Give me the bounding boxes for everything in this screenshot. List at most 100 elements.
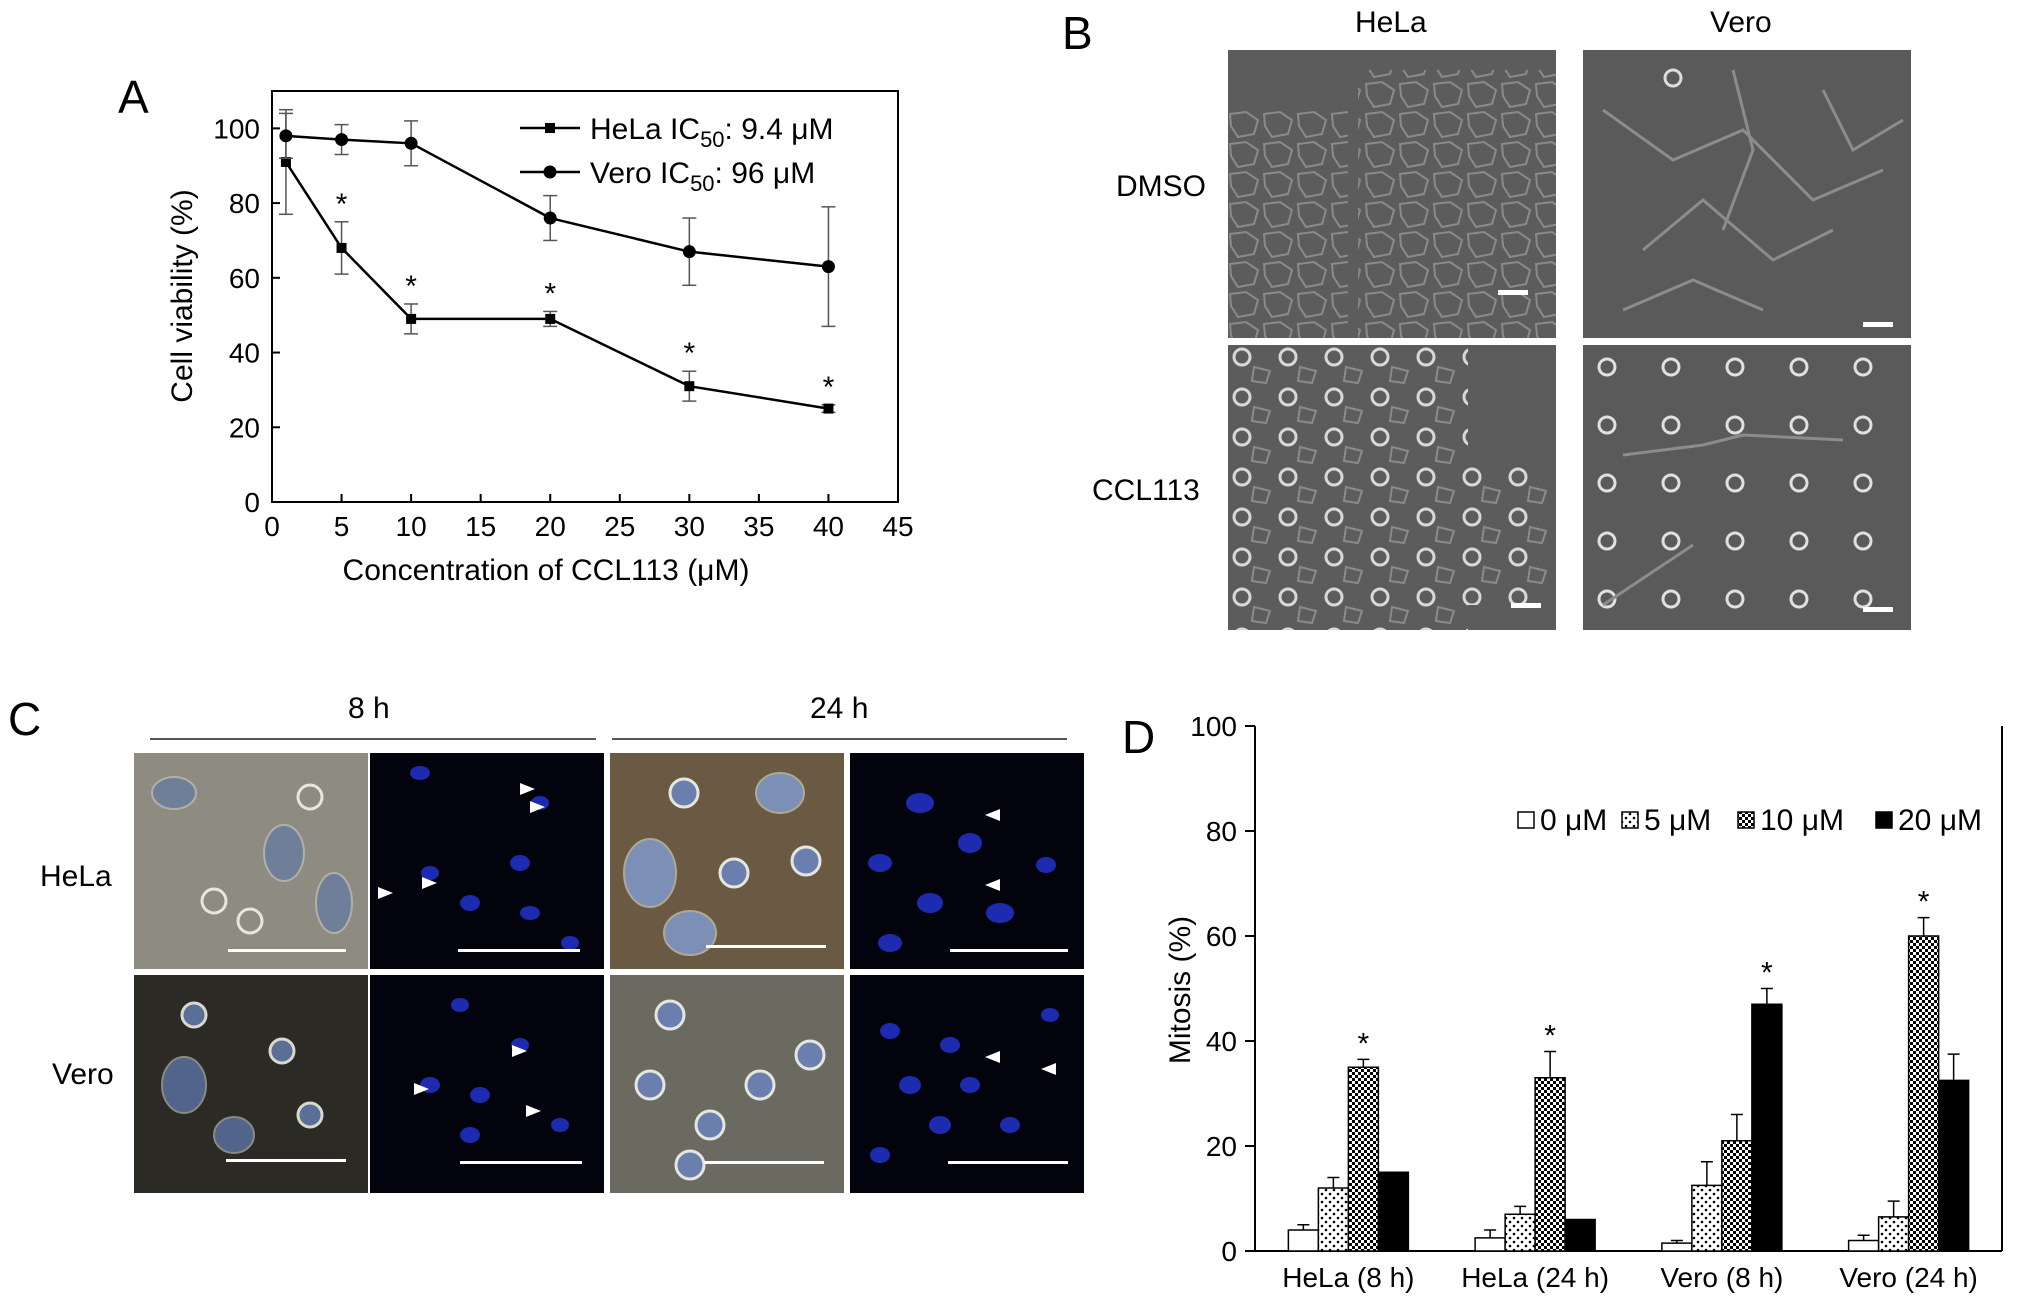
significance-star: * xyxy=(405,270,417,303)
bracket-line-8h xyxy=(150,738,596,740)
y-tick-label: 100 xyxy=(1190,711,1237,742)
bar xyxy=(1847,1239,1880,1252)
x-tick-label: 20 xyxy=(535,511,566,542)
category-label: Vero (24 h) xyxy=(1839,1262,1978,1293)
x-tick-label: 0 xyxy=(264,511,280,542)
data-point-square xyxy=(406,313,417,324)
time-label-24h: 24 h xyxy=(810,692,869,725)
significance-star: * xyxy=(1358,1027,1370,1060)
row-label-hela: HeLa xyxy=(40,860,112,893)
scale-bar xyxy=(1511,603,1541,608)
bar xyxy=(1317,1187,1350,1252)
y-tick-label: 20 xyxy=(229,412,260,443)
scale-bar xyxy=(1863,607,1893,612)
data-point-circle xyxy=(682,245,696,259)
x-tick-label: 30 xyxy=(674,511,705,542)
y-tick-label: 60 xyxy=(229,263,260,294)
x-axis-label: Concentration of CCL113 (μM) xyxy=(343,554,750,587)
bar xyxy=(1691,1184,1723,1252)
y-tick-label: 0 xyxy=(1221,1236,1237,1267)
significance-star: * xyxy=(544,277,556,310)
y-tick-label: 0 xyxy=(244,487,260,518)
phase-hela-8h xyxy=(134,753,368,969)
mitosis-bar-chart: 0 20 40 60 80 100 * HeLa (8 h) * HeLa (24 h) * Ver… xyxy=(1164,711,2003,1293)
data-point-circle xyxy=(404,136,418,150)
panel-letter-c: C xyxy=(8,693,42,745)
series-line xyxy=(284,161,829,410)
plot-frame xyxy=(271,90,899,503)
series-line xyxy=(285,134,829,268)
micrograph-vero-ccl113 xyxy=(1583,345,1911,630)
bar xyxy=(1504,1213,1536,1252)
y-tick-label: 60 xyxy=(1206,921,1237,952)
scale-bar xyxy=(226,1159,346,1162)
legend-swatch xyxy=(1621,811,1639,829)
bar xyxy=(1877,1216,1910,1252)
col-label-hela: HeLa xyxy=(1355,6,1427,39)
bar xyxy=(1534,1077,1566,1252)
legend-marker-square xyxy=(545,123,555,133)
y-tick-label: 80 xyxy=(229,188,260,219)
micrograph-hela-ccl113 xyxy=(1228,345,1556,630)
bar xyxy=(1937,1079,1970,1252)
x-tick-label: 15 xyxy=(465,511,496,542)
scale-bar xyxy=(1863,322,1893,327)
x-tick-label: 10 xyxy=(396,511,427,542)
y-tick-label: 20 xyxy=(1206,1131,1237,1162)
legend-label: 10 μM xyxy=(1760,804,1844,837)
significance-star: * xyxy=(1544,1020,1556,1053)
y-tick-label: 100 xyxy=(213,113,260,144)
panel-letter-a: A xyxy=(118,71,149,123)
significance-star: * xyxy=(336,188,348,221)
y-axis-label: Mitosis (%) xyxy=(1164,916,1197,1064)
data-point-square xyxy=(545,313,556,324)
x-tick-label: 35 xyxy=(743,511,774,542)
row-label-dmso: DMSO xyxy=(1116,170,1206,203)
y-tick-label: 80 xyxy=(1206,816,1237,847)
dapi-vero-24h xyxy=(850,975,1084,1193)
scale-bar xyxy=(228,949,346,952)
row-label-ccl113: CCL113 xyxy=(1092,474,1200,507)
bar xyxy=(1661,1242,1693,1252)
phase-hela-24h xyxy=(610,753,844,969)
x-tick-label: 25 xyxy=(604,511,635,542)
scale-bar xyxy=(706,945,826,948)
x-tick-label: 45 xyxy=(882,511,913,542)
significance-star: * xyxy=(823,371,835,404)
significance-star: * xyxy=(683,337,695,370)
data-point-circle xyxy=(279,129,293,143)
legend-marker-circle xyxy=(543,165,557,179)
legend-swatch xyxy=(1737,811,1755,829)
legend-label: HeLa IC50: 9.4 μM xyxy=(590,113,834,152)
significance-star: * xyxy=(1918,886,1930,919)
scale-bar xyxy=(458,949,580,952)
x-tick-label: 40 xyxy=(813,511,844,542)
bar xyxy=(1287,1229,1320,1252)
x-tick-label: 5 xyxy=(334,511,350,542)
scale-bar xyxy=(1498,290,1528,295)
time-label-8h: 8 h xyxy=(348,692,390,725)
dapi-hela-8h xyxy=(370,753,604,969)
bar xyxy=(1564,1218,1596,1252)
dapi-hela-24h xyxy=(850,753,1084,969)
bar xyxy=(1377,1171,1410,1252)
dapi-vero-8h xyxy=(370,975,604,1193)
legend-label: 20 μM xyxy=(1898,804,1982,837)
data-point-circle xyxy=(335,133,349,147)
category-label: Vero (8 h) xyxy=(1660,1262,1783,1293)
data-point-circle xyxy=(821,260,835,274)
legend-label: 0 μM xyxy=(1540,804,1607,837)
data-point-square xyxy=(336,242,347,253)
phase-vero-8h xyxy=(134,975,368,1193)
category-label: HeLa (8 h) xyxy=(1282,1262,1414,1293)
scale-bar xyxy=(950,949,1068,952)
bar xyxy=(1721,1140,1753,1252)
bracket-line-24h xyxy=(612,738,1067,740)
bar xyxy=(1907,935,1940,1252)
bar xyxy=(1474,1237,1506,1252)
legend-label: Vero IC50: 96 μM xyxy=(590,157,815,196)
legend-swatch xyxy=(1517,811,1535,829)
phase-vero-24h xyxy=(610,975,844,1193)
legend-label: 5 μM xyxy=(1644,804,1711,837)
scale-bar xyxy=(704,1161,824,1164)
